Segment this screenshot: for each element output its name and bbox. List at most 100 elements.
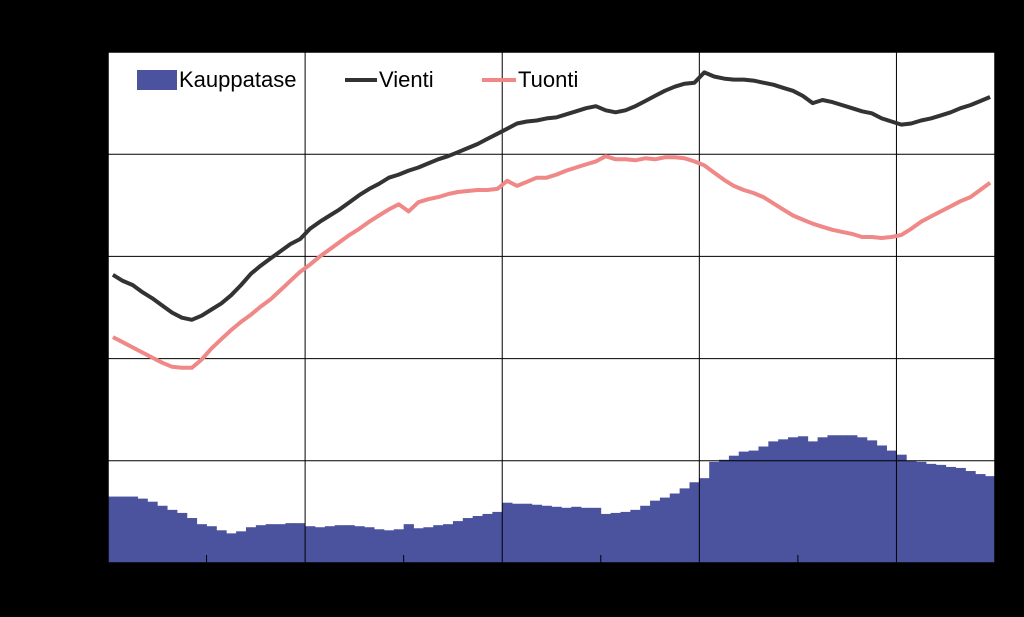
bar bbox=[334, 525, 345, 563]
bar bbox=[600, 513, 612, 563]
bar bbox=[945, 466, 956, 563]
bar bbox=[640, 505, 651, 563]
bar bbox=[374, 529, 385, 563]
bar bbox=[620, 511, 631, 563]
bar bbox=[147, 501, 158, 563]
bar bbox=[788, 437, 799, 563]
y-tick-label: 10 bbox=[78, 450, 98, 470]
bar bbox=[748, 450, 759, 563]
bar bbox=[413, 528, 424, 563]
bar bbox=[975, 474, 986, 563]
bar bbox=[738, 451, 750, 563]
bar bbox=[906, 460, 917, 563]
legend-swatch bbox=[137, 70, 177, 90]
bar bbox=[462, 518, 474, 563]
bar bbox=[108, 496, 119, 563]
bar bbox=[709, 461, 720, 563]
bar bbox=[236, 531, 247, 563]
bar bbox=[669, 493, 681, 563]
bar bbox=[610, 512, 621, 563]
bar bbox=[679, 488, 690, 563]
bar bbox=[265, 524, 276, 563]
bar bbox=[295, 523, 306, 563]
bar bbox=[531, 504, 543, 563]
bar bbox=[117, 496, 129, 563]
bar bbox=[167, 509, 178, 563]
line bbox=[111, 154, 992, 370]
line bbox=[111, 70, 991, 322]
bar bbox=[275, 524, 286, 563]
bar bbox=[630, 509, 641, 563]
bar bbox=[443, 524, 454, 563]
bar bbox=[255, 525, 267, 563]
bar bbox=[699, 478, 710, 563]
bar bbox=[758, 446, 769, 563]
bar bbox=[541, 505, 552, 563]
legend-label: Vienti bbox=[379, 67, 434, 92]
bar bbox=[305, 526, 316, 563]
bar bbox=[581, 507, 592, 563]
bar bbox=[728, 455, 740, 563]
bar bbox=[433, 525, 444, 563]
bar bbox=[935, 464, 947, 563]
bar bbox=[492, 511, 503, 563]
bar bbox=[502, 502, 513, 563]
bar bbox=[354, 526, 365, 563]
bar bbox=[324, 526, 336, 563]
bar bbox=[364, 527, 375, 563]
bar bbox=[561, 507, 572, 563]
bar bbox=[985, 476, 996, 563]
y-tick-label: 0 bbox=[88, 552, 98, 572]
legend-label: Kauppatase bbox=[179, 67, 296, 92]
bar bbox=[314, 527, 326, 563]
bar bbox=[659, 497, 671, 563]
bar bbox=[137, 498, 148, 563]
bar bbox=[512, 503, 523, 563]
legend-label: Tuonti bbox=[518, 67, 578, 92]
bar bbox=[689, 482, 700, 563]
bar bbox=[176, 512, 188, 563]
y-tick-label: 20 bbox=[78, 347, 98, 367]
bar bbox=[807, 441, 818, 563]
bar bbox=[196, 524, 207, 563]
bar bbox=[847, 435, 858, 563]
bar bbox=[926, 463, 937, 563]
bar bbox=[817, 437, 828, 563]
bar bbox=[866, 440, 878, 563]
bar bbox=[590, 507, 602, 563]
y-tick-label: 50 bbox=[78, 41, 98, 61]
bar bbox=[719, 459, 730, 563]
bar bbox=[226, 533, 237, 563]
bar bbox=[383, 530, 395, 563]
bar bbox=[837, 435, 848, 563]
y-tick-label: 40 bbox=[78, 143, 98, 163]
bar bbox=[393, 529, 405, 563]
bar bbox=[403, 524, 414, 563]
bar bbox=[768, 441, 779, 563]
bar bbox=[482, 513, 493, 563]
bar bbox=[423, 527, 434, 563]
bar bbox=[127, 496, 138, 563]
plot-frame bbox=[107, 51, 996, 564]
bar bbox=[472, 515, 483, 563]
bar bbox=[206, 526, 217, 563]
bar bbox=[965, 471, 976, 563]
bar bbox=[916, 461, 927, 563]
bar bbox=[955, 467, 966, 563]
bar bbox=[876, 445, 887, 563]
bar bbox=[452, 521, 464, 563]
bar bbox=[216, 530, 227, 563]
bar bbox=[245, 527, 257, 563]
bar bbox=[571, 506, 582, 563]
bar bbox=[551, 506, 562, 563]
bar bbox=[344, 525, 355, 563]
y-tick-label: 30 bbox=[78, 245, 98, 265]
bar bbox=[886, 450, 897, 563]
bar bbox=[827, 435, 838, 563]
bar bbox=[857, 437, 868, 563]
bar bbox=[650, 500, 661, 563]
bar bbox=[778, 439, 789, 563]
bar bbox=[797, 436, 809, 563]
